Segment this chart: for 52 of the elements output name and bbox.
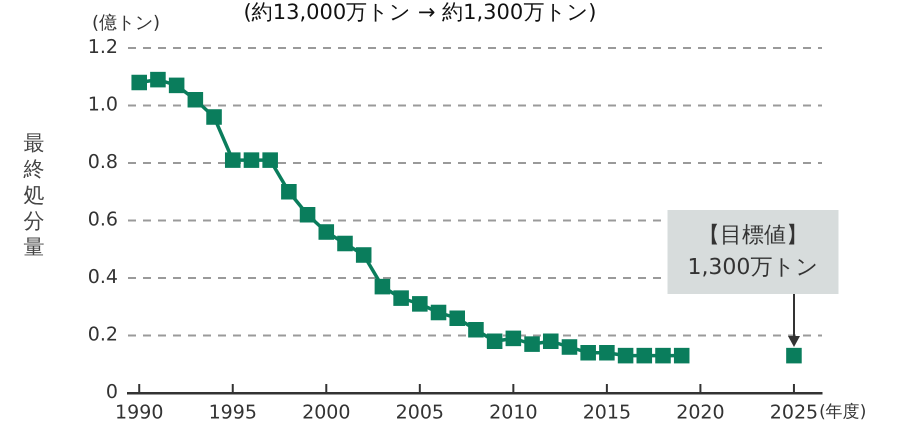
annotation: 【目標値】 1,300万トン — [687, 222, 818, 282]
y-tick-label: 1.0 — [88, 93, 118, 116]
y-tick-label: 0.4 — [88, 266, 118, 288]
point — [356, 247, 372, 263]
x-tick-label: 2000 — [302, 401, 350, 424]
point — [599, 344, 615, 361]
point — [374, 278, 390, 294]
callout-box: 【目標値】 1,300万トン — [667, 210, 838, 294]
point — [430, 304, 446, 320]
point — [580, 344, 596, 361]
point — [224, 152, 241, 168]
point — [244, 152, 260, 168]
x-tick-label: 2020 — [676, 401, 725, 424]
point — [449, 310, 466, 326]
point — [188, 92, 204, 108]
x-axis-title: (年度) — [819, 402, 866, 422]
y-axis-title: 最終処分量 — [22, 130, 46, 260]
point — [168, 78, 184, 94]
point — [281, 184, 297, 200]
point — [618, 348, 634, 364]
point — [542, 333, 559, 350]
x-tick-label: 2010 — [489, 401, 538, 424]
point — [636, 348, 652, 364]
x-tick-label: 2005 — [396, 401, 444, 424]
point — [262, 152, 278, 168]
x-tick-label: 1995 — [208, 401, 257, 424]
x-tick-label: 2025 — [770, 401, 818, 424]
point — [318, 224, 334, 240]
point — [486, 333, 502, 350]
text: (億トン) — [92, 12, 160, 34]
point — [131, 74, 147, 90]
point — [506, 330, 522, 346]
point — [562, 339, 578, 355]
point — [412, 296, 428, 312]
y-tick-label: 0.2 — [88, 323, 118, 346]
x-tick-label: 2015 — [582, 401, 632, 424]
point — [393, 290, 409, 306]
chart-title: (約13,000万トン → 約1,300万トン) — [244, 0, 596, 24]
point — [674, 348, 690, 364]
y-tick-label: 0.6 — [88, 208, 118, 230]
point — [300, 206, 316, 223]
x-tick-label: 1990 — [115, 401, 164, 424]
point — [786, 348, 802, 364]
y-tick-label: 1.2 — [88, 36, 118, 58]
point — [206, 109, 222, 125]
point — [468, 322, 484, 338]
point — [524, 336, 540, 352]
point — [655, 348, 671, 364]
y-tick-label: 0.8 — [88, 150, 118, 173]
y-tick-label: 0 — [106, 380, 118, 403]
point — [337, 236, 353, 252]
point — [150, 72, 166, 88]
